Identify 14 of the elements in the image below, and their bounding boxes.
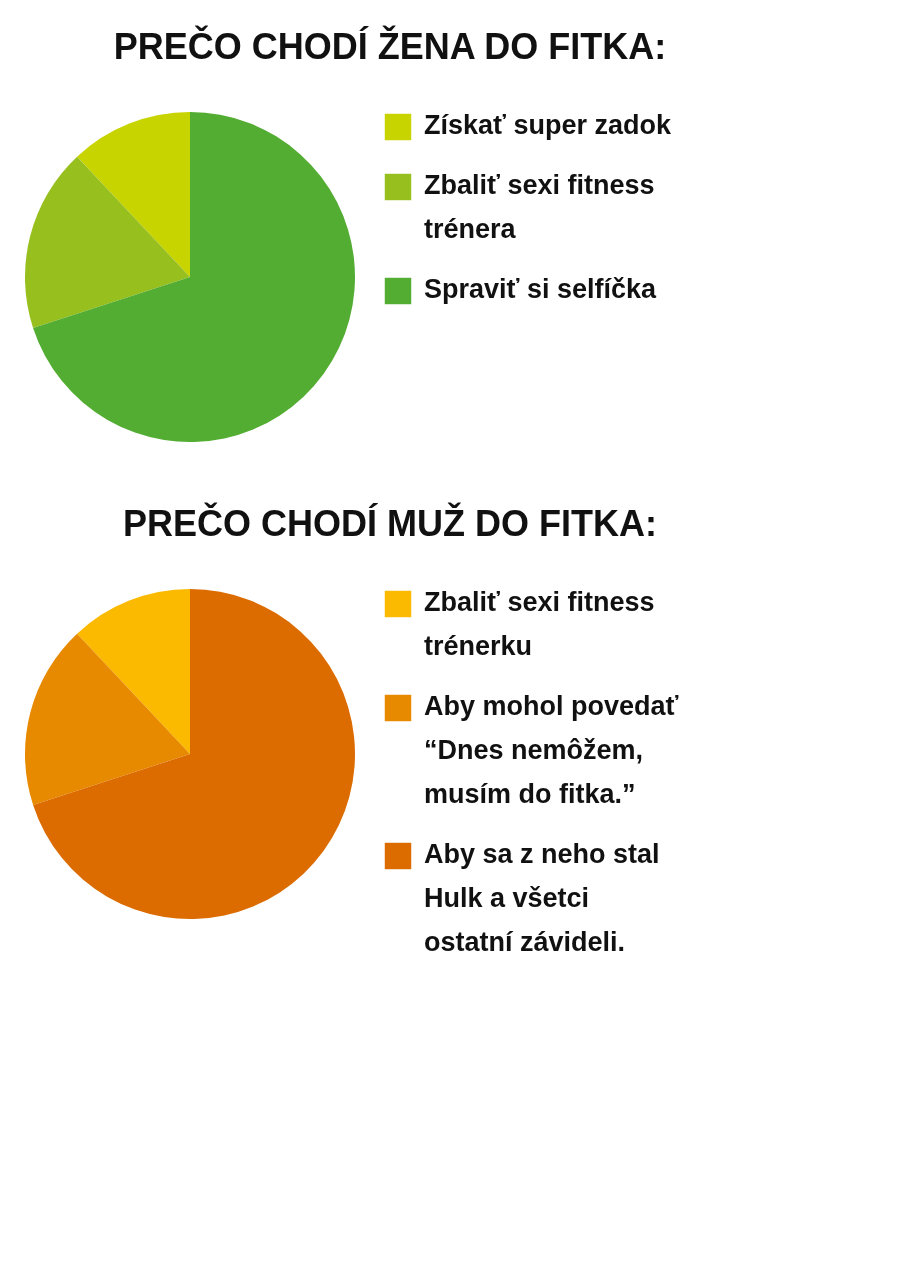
legend-label: Aby mohol povedať “Dnes nemôžem, musím do fitka.” [424,691,679,809]
pie-slice [77,112,190,277]
legend-label: Zbaliť sexi fitness trénerku [424,587,655,661]
chart-title: PREČO CHODÍ ŽENA DO FITKA: [113,25,667,67]
pie-slice [33,112,355,442]
legend-label: Zbaliť sexi fitness trénera [424,170,655,244]
pie-slice [77,589,190,754]
pie-slice [25,156,190,328]
legend-label: Získať super zadok [424,110,672,140]
pie-slice [33,589,355,919]
legend-label: Spraviť si selfíčka [424,274,658,304]
chart-title: PREČO CHODÍ MUŽ DO FITKA: [123,502,657,544]
legend-label: Aby sa z neho stal Hulk a všetci ostatní závideli. [424,839,660,957]
pie-slice [25,633,190,805]
